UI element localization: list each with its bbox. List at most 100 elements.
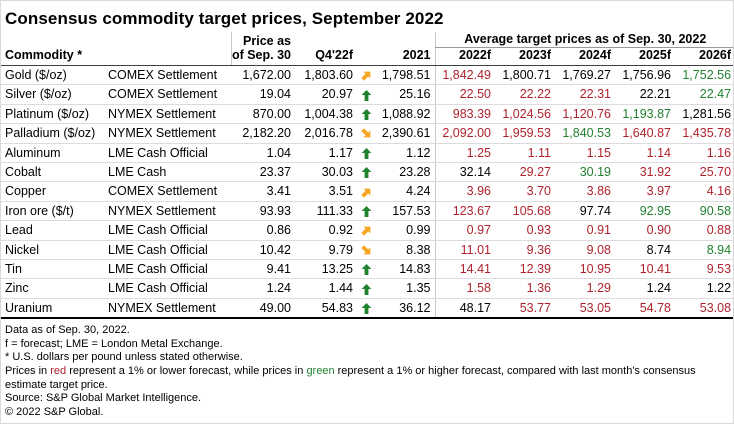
market-label: LME Cash — [107, 162, 231, 183]
commodity-name: Platinum ($/oz) — [1, 104, 107, 125]
q4-forecast: 3.51 — [291, 181, 353, 202]
price-2021: 1,798.51 — [379, 65, 435, 86]
forecast-value: 1,435.78 — [675, 123, 733, 144]
commodity-name: Aluminum — [1, 143, 107, 164]
market-label: COMEX Settlement — [107, 181, 231, 202]
commodity-name: Nickel — [1, 240, 107, 261]
forecast-value: 1.25 — [434, 143, 495, 164]
forecast-value: 1.15 — [555, 143, 615, 164]
footnotes: Data as of Sep. 30, 2022. f = forecast; … — [5, 324, 711, 419]
trend-arrow-icon — [353, 162, 379, 183]
trend-arrow-icon — [353, 84, 379, 105]
forecast-value: 1.22 — [675, 278, 733, 299]
column-header-2025f: 2025f — [615, 47, 675, 66]
forecast-value: 3.86 — [555, 181, 615, 202]
footnote-abbreviations: f = forecast; LME = London Metal Exchang… — [5, 337, 223, 350]
column-header-commodity: Commodity * — [1, 32, 107, 66]
column-header-2023f: 2023f — [495, 47, 555, 66]
commodity-name: Cobalt — [1, 162, 107, 183]
column-header-2026f: 2026f — [675, 47, 733, 66]
table-row: Palladium ($/oz) NYMEX Settlement 2,182.… — [1, 123, 733, 144]
price-2021: 0.99 — [379, 220, 435, 241]
forecast-value: 11.01 — [434, 240, 495, 261]
spot-price: 0.86 — [231, 220, 291, 241]
price-2021: 25.16 — [379, 84, 435, 105]
table-row: Zinc LME Cash Official 1.24 1.44 1.35 1.… — [1, 278, 733, 299]
table-body: Gold ($/oz) COMEX Settlement 1,672.00 1,… — [1, 65, 733, 320]
spot-price: 49.00 — [231, 298, 291, 320]
forecast-value: 2,092.00 — [434, 123, 495, 144]
forecast-value: 92.95 — [615, 201, 675, 222]
forecast-value: 54.78 — [615, 298, 675, 320]
forecast-value: 22.31 — [555, 84, 615, 105]
forecast-value: 1.14 — [615, 143, 675, 164]
commodity-name: Zinc — [1, 278, 107, 299]
spot-price: 2,182.20 — [231, 123, 291, 144]
forecast-value: 0.93 — [495, 220, 555, 241]
legend-middle: represent a 1% or lower forecast, while … — [66, 365, 307, 378]
spot-price: 1.24 — [231, 278, 291, 299]
trend-arrow-icon — [353, 201, 379, 222]
q4-forecast: 13.25 — [291, 259, 353, 280]
price-2021: 8.38 — [379, 240, 435, 261]
market-label: LME Cash Official — [107, 143, 231, 164]
market-label: LME Cash Official — [107, 259, 231, 280]
commodity-name: Silver ($/oz) — [1, 84, 107, 105]
forecast-value: 0.91 — [555, 220, 615, 241]
price-2021: 2,390.61 — [379, 123, 435, 144]
commodity-name: Tin — [1, 259, 107, 280]
forecast-value: 97.74 — [555, 201, 615, 222]
table-row: Iron ore ($/t) NYMEX Settlement 93.93 11… — [1, 201, 733, 222]
column-header-market — [107, 32, 231, 66]
spot-price: 10.42 — [231, 240, 291, 261]
q4-forecast: 1.44 — [291, 278, 353, 299]
q4-forecast: 0.92 — [291, 220, 353, 241]
q4-forecast: 2,016.78 — [291, 123, 353, 144]
forecast-value: 90.58 — [675, 201, 733, 222]
forecast-value: 1.29 — [555, 278, 615, 299]
forecast-value: 1,842.49 — [434, 65, 495, 86]
spot-price: 93.93 — [231, 201, 291, 222]
forecast-value: 1,024.56 — [495, 104, 555, 125]
forecast-value: 31.92 — [615, 162, 675, 183]
market-label: LME Cash Official — [107, 240, 231, 261]
forecast-value: 1,756.96 — [615, 65, 675, 86]
column-header-arrow — [353, 32, 379, 66]
spot-price: 9.41 — [231, 259, 291, 280]
commodity-name: Lead — [1, 220, 107, 241]
forecast-value: 105.68 — [495, 201, 555, 222]
forecast-value: 1,769.27 — [555, 65, 615, 86]
q4-forecast: 20.97 — [291, 84, 353, 105]
forecast-value: 22.22 — [495, 84, 555, 105]
footnote-units: * U.S. dollars per pound unless stated o… — [5, 351, 243, 364]
table-header: Commodity * Price as of Sep. 30 Q4'22f 2… — [1, 32, 733, 66]
forecast-value: 8.94 — [675, 240, 733, 261]
forecast-value: 29.27 — [495, 162, 555, 183]
q4-forecast: 1,004.38 — [291, 104, 353, 125]
forecast-value: 53.05 — [555, 298, 615, 320]
trend-arrow-icon — [353, 278, 379, 299]
commodity-price-table: Commodity * Price as of Sep. 30 Q4'22f 2… — [1, 32, 733, 320]
forecast-value: 53.77 — [495, 298, 555, 320]
q4-forecast: 1,803.60 — [291, 65, 353, 86]
forecast-value: 9.36 — [495, 240, 555, 261]
forecast-value: 10.95 — [555, 259, 615, 280]
legend-suffix: represent a 1% or higher forecast, compa… — [5, 365, 696, 391]
q4-forecast: 111.33 — [291, 201, 353, 222]
commodity-name: Copper — [1, 181, 107, 202]
forecast-value: 10.41 — [615, 259, 675, 280]
trend-arrow-icon — [353, 259, 379, 280]
table-row: Cobalt LME Cash 23.37 30.03 23.28 32.14 … — [1, 162, 733, 183]
spot-price: 19.04 — [231, 84, 291, 105]
table-row: Silver ($/oz) COMEX Settlement 19.04 20.… — [1, 84, 733, 105]
forecast-value: 25.70 — [675, 162, 733, 183]
forecast-value: 1.16 — [675, 143, 733, 164]
forecast-value: 3.70 — [495, 181, 555, 202]
forecast-value: 1,640.87 — [615, 123, 675, 144]
market-label: LME Cash Official — [107, 278, 231, 299]
forecast-value: 123.67 — [434, 201, 495, 222]
q4-forecast: 30.03 — [291, 162, 353, 183]
q4-forecast: 1.17 — [291, 143, 353, 164]
trend-arrow-icon — [353, 240, 379, 261]
